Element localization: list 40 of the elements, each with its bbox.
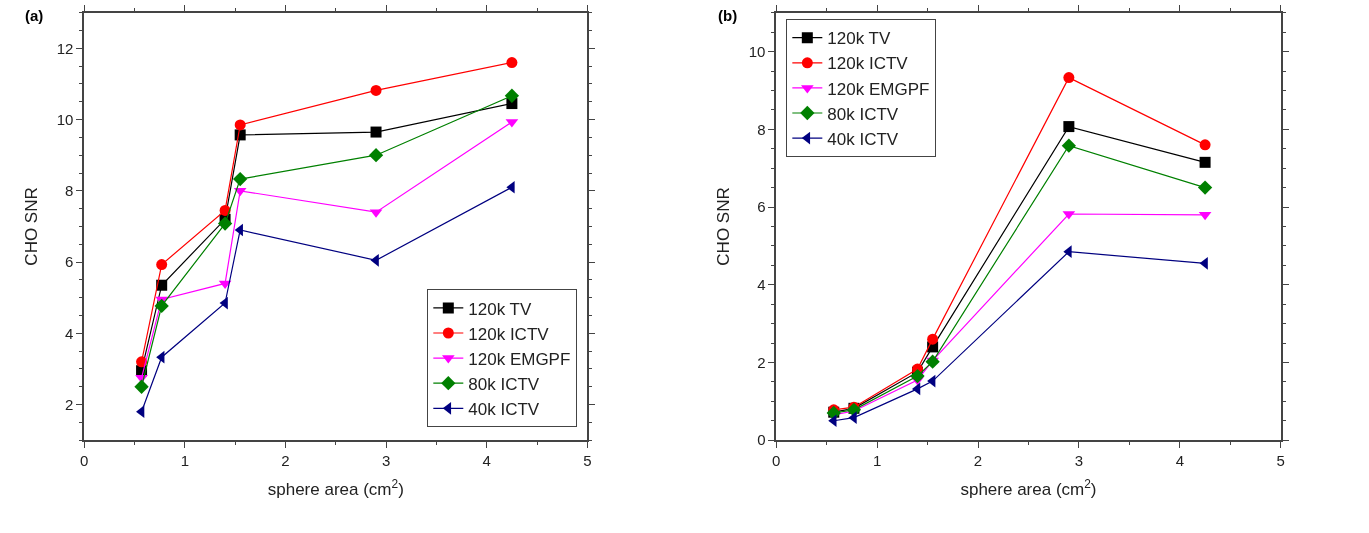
x-tick-label: 1 (872, 451, 882, 469)
y-tick-label: 0 (757, 431, 766, 449)
y-tick-label: 6 (757, 198, 766, 216)
y-tick-label: 10 (748, 42, 766, 60)
legend-label: 120k ICTV (827, 54, 909, 74)
legend-label: 40k ICTV (827, 129, 899, 149)
legend-label: 80k ICTV (468, 374, 540, 394)
y-tick-label: 2 (757, 353, 766, 371)
legend-label: 120k TV (468, 299, 532, 319)
x-tick-label: 5 (1276, 451, 1285, 469)
legend-label: 120k EMGPF (468, 349, 571, 369)
x-tick-label: 3 (1074, 451, 1084, 469)
chart-title: (a) (25, 7, 44, 24)
x-tick-label: 3 (381, 451, 391, 469)
y-axis-title: CHO SNR (713, 187, 733, 266)
y-tick-label: 10 (56, 110, 74, 128)
y-tick-label: 4 (65, 324, 74, 342)
x-tick-label: 5 (583, 451, 592, 469)
x-tick-label: 0 (80, 451, 89, 469)
x-tick-label: 4 (1175, 451, 1185, 469)
y-tick-label: 6 (65, 253, 74, 271)
x-tick-label: 0 (772, 451, 781, 469)
y-tick-label: 8 (757, 120, 766, 138)
legend-label: 120k EMGPF (827, 79, 930, 99)
y-tick-label: 8 (65, 182, 74, 200)
x-tick-label: 2 (973, 451, 983, 469)
y-tick-label: 4 (757, 275, 766, 293)
legend-label: 120k TV (827, 29, 891, 49)
x-axis-title: sphere area (cm$^{2}$) (267, 476, 404, 499)
x-tick-label: 2 (281, 451, 290, 469)
y-axis-title: CHO SNR (21, 187, 41, 266)
y-tick-label: 12 (56, 39, 74, 57)
y-tick-label: 2 (65, 395, 74, 413)
x-tick-label: 4 (482, 451, 491, 469)
legend-label: 120k ICTV (468, 324, 550, 344)
legend-label: 80k ICTV (827, 104, 899, 124)
chart-title: (b) (718, 7, 738, 24)
x-tick-label: 1 (180, 451, 190, 469)
legend-label: 40k ICTV (468, 399, 540, 419)
x-axis-title: sphere area (cm$^{2}$) (960, 476, 1097, 499)
